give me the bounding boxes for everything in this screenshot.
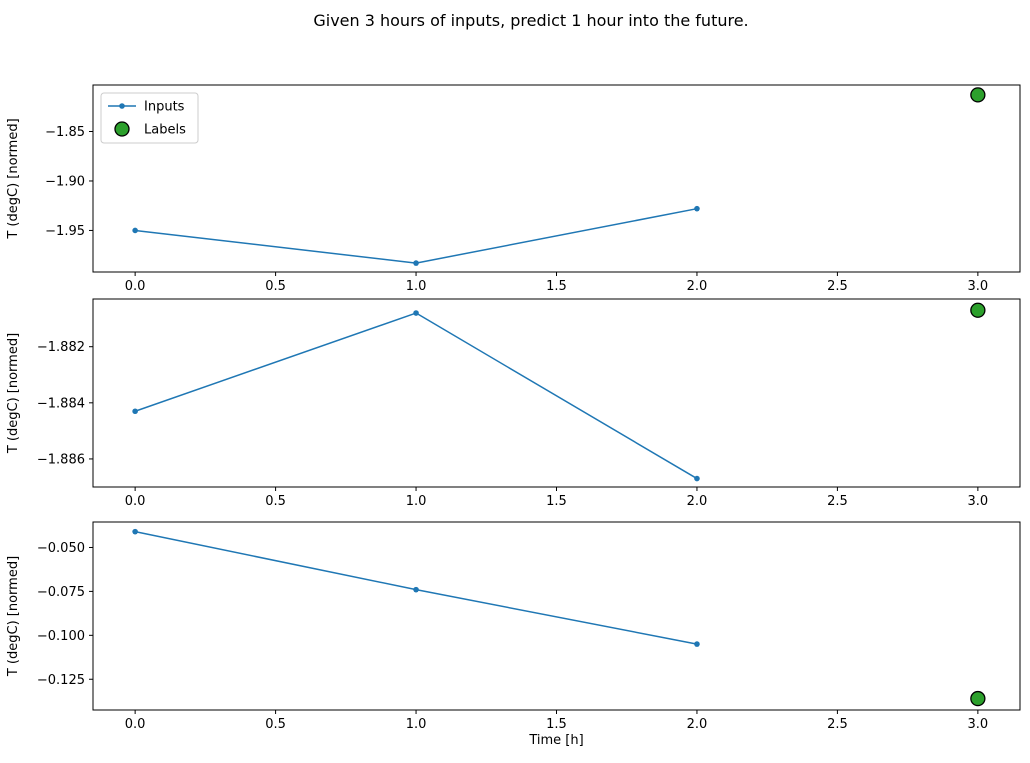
labels-point-marker — [970, 87, 986, 103]
figure-title: Given 3 hours of inputs, predict 1 hour … — [313, 11, 748, 30]
x-tick-label: 1.0 — [406, 279, 427, 294]
inputs-point-marker — [132, 528, 138, 535]
y-tick-label: −1.90 — [45, 174, 85, 189]
y-tick-label: −1.886 — [37, 452, 85, 467]
y-tick-label: −1.882 — [37, 340, 85, 355]
x-tick-label: 2.0 — [687, 279, 708, 294]
subplot-2: −1.882 −1.884 −1.886 0.0 0.5 1.0 1.5 2.0 2.5 3.0 T… — [6, 298, 1021, 509]
inputs-point-marker — [694, 475, 700, 482]
legend-labels-marker — [114, 121, 130, 137]
x-tick-label: 3.0 — [968, 279, 989, 294]
labels-point-marker — [970, 690, 986, 707]
inputs-point-marker — [132, 408, 138, 415]
axes-frame — [92, 521, 1021, 711]
subplot-1: −1.85 −1.90 −1.95 0.0 0.5 1.0 1.5 2.0 2.5 3.0 T (d… — [6, 84, 1021, 294]
inputs-point-marker — [413, 586, 419, 593]
legend-inputs-marker — [119, 103, 125, 109]
y-tick-label: −0.075 — [37, 585, 85, 600]
y-axis-label: T (degC) [normed] — [6, 333, 21, 454]
inputs-point-marker — [132, 227, 138, 234]
legend: Inputs Labels — [100, 92, 199, 144]
y-tick-label: −1.884 — [37, 396, 85, 411]
x-tick-label: 0.0 — [125, 279, 146, 294]
inputs-point-marker — [413, 260, 419, 266]
y-tick-label: −0.125 — [37, 673, 85, 688]
x-axis-label: Time [h] — [528, 733, 583, 748]
x-tick-label: 1.5 — [546, 279, 567, 294]
x-tick-label: 3.0 — [968, 717, 989, 732]
x-tick-label: 1.5 — [546, 494, 567, 509]
legend-label-labels: Labels — [144, 123, 186, 138]
legend-label-inputs: Inputs — [144, 100, 185, 115]
x-tick-label: 2.5 — [827, 717, 848, 732]
labels-point-marker — [970, 302, 986, 318]
x-tick-label: 1.5 — [546, 717, 567, 732]
axes-frame — [92, 84, 1021, 273]
y-axis-label: T (degC) [normed] — [6, 118, 21, 239]
x-tick-label: 1.0 — [406, 717, 427, 732]
x-tick-label: 3.0 — [968, 494, 989, 509]
x-tick-label: 0.5 — [265, 494, 286, 509]
inputs-point-marker — [413, 310, 419, 316]
inputs-line — [134, 312, 698, 480]
axes-frame — [92, 298, 1021, 488]
y-tick-label: −0.100 — [37, 629, 85, 644]
y-axis-label: T (degC) [normed] — [6, 556, 21, 677]
x-tick-label: 2.5 — [827, 279, 848, 294]
y-tick-label: −0.050 — [37, 541, 85, 556]
subplot-3: −0.050 −0.075 −0.100 −0.125 0.0 0.5 1.0 1.5 2.0 2… — [6, 521, 1021, 748]
x-tick-label: 0.0 — [125, 494, 146, 509]
inputs-line — [134, 207, 698, 264]
x-tick-label: 0.0 — [125, 717, 146, 732]
y-tick-label: −1.85 — [45, 125, 85, 140]
x-tick-label: 0.5 — [265, 279, 286, 294]
y-tick-label: −1.95 — [45, 224, 85, 239]
subplots-group: −1.85 −1.90 −1.95 0.0 0.5 1.0 1.5 2.0 2.5 3.0 T (d… — [6, 84, 1021, 748]
inputs-point-marker — [694, 205, 700, 212]
x-tick-label: 2.0 — [687, 717, 708, 732]
inputs-point-marker — [694, 641, 700, 647]
x-tick-label: 0.5 — [265, 717, 286, 732]
x-tick-label: 2.0 — [687, 494, 708, 509]
x-tick-label: 2.5 — [827, 494, 848, 509]
x-tick-label: 1.0 — [406, 494, 427, 509]
